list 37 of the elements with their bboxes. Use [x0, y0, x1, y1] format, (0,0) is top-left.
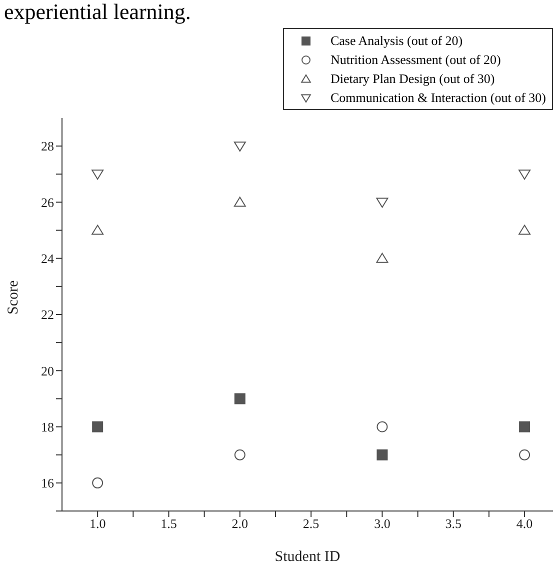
y-tick-label: 16 [41, 476, 54, 491]
point [376, 252, 388, 263]
x-axis-title: Student ID [274, 549, 340, 565]
y-tick-label: 28 [41, 138, 54, 154]
x-tick-label: 1.5 [160, 516, 177, 532]
x-tick-label: 4.0 [516, 516, 533, 532]
point [518, 224, 531, 235]
y-tick-label: 20 [41, 363, 54, 378]
y-tick-label: 18 [41, 419, 54, 434]
point [234, 142, 246, 152]
y-tick-label: 24 [41, 250, 54, 266]
text: experiential learning. [4, 0, 191, 24]
legend-label: Case Analysis (out of 20) [330, 32, 463, 48]
x-tick-label: 2.0 [232, 516, 248, 532]
x-tick-label: 3.0 [374, 516, 390, 532]
point [92, 421, 104, 432]
y-axis-title: Score [5, 280, 22, 314]
point [518, 170, 531, 180]
point [376, 421, 388, 432]
x-tick-label: 1.0 [89, 516, 106, 532]
legend-label: Nutrition Assessment (out of 20) [330, 52, 501, 68]
point [234, 393, 246, 404]
point [376, 449, 388, 460]
x-tick-label: 3.5 [445, 516, 462, 532]
point [234, 449, 246, 460]
legend-label: Dietary Plan Design (out of 30) [330, 70, 495, 86]
point [376, 198, 388, 208]
point [92, 170, 104, 180]
point [234, 196, 246, 207]
y-tick-label: 26 [41, 194, 54, 210]
point [519, 449, 530, 460]
point [519, 421, 530, 432]
point [92, 224, 104, 235]
x-tick-label: 2.5 [302, 516, 320, 532]
point [92, 477, 104, 488]
legend-label: Communication & Interaction (out of 30) [330, 90, 546, 106]
y-tick-label: 22 [41, 307, 54, 322]
